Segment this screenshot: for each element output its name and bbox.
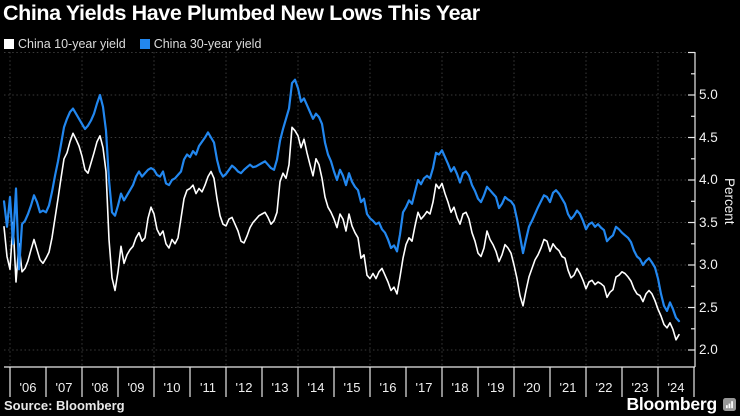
x-tick-label: '20 <box>523 380 541 395</box>
x-tick-label: '19 <box>487 380 505 395</box>
y-tick-label: 3.5 <box>699 214 718 230</box>
x-tick-label: '07 <box>55 380 73 395</box>
x-tick-label: '16 <box>379 380 397 395</box>
y-tick-label: 2.5 <box>699 299 718 315</box>
bloomberg-wordmark: Bloomberg <box>626 394 717 414</box>
x-tick-label: '09 <box>127 380 145 395</box>
x-tick-label: '22 <box>595 380 613 395</box>
legend-swatch-10y-icon <box>4 39 14 49</box>
legend: China 10-year yield China 30-year yield <box>4 37 261 51</box>
x-tick-label: '21 <box>559 380 577 395</box>
bloomberg-brand: Bloomberg <box>626 394 736 415</box>
chart-title: China Yields Have Plumbed New Lows This … <box>3 1 480 25</box>
x-tick-label: '24 <box>667 380 685 395</box>
y-tick-label: 2.0 <box>699 342 718 357</box>
x-tick-label: '17 <box>415 380 433 395</box>
legend-swatch-30y-icon <box>139 39 150 49</box>
x-tick-label: '06 <box>19 380 37 395</box>
x-tick-label: '08 <box>91 380 109 395</box>
y-tick-label: 5.0 <box>699 87 718 102</box>
x-tick-label: '15 <box>343 380 361 395</box>
legend-label-10y: China 10-year yield <box>18 37 126 51</box>
y-tick-label: 3.0 <box>699 257 718 272</box>
legend-item-30y: China 30-year yield <box>139 37 262 51</box>
x-tick-label: '18 <box>451 380 469 395</box>
y-axis-title: Percent <box>722 178 737 225</box>
y-tick-label: 4.5 <box>699 129 718 145</box>
bar-chart-icon <box>723 398 736 411</box>
y-tick-label: 4.0 <box>699 172 718 187</box>
x-tick-label: '11 <box>200 380 216 395</box>
x-tick-label: '10 <box>163 380 181 395</box>
legend-label-30y: China 30-year yield <box>153 37 262 51</box>
legend-item-10y: China 10-year yield <box>4 37 126 51</box>
x-tick-label: '23 <box>631 380 649 395</box>
x-tick-label: '14 <box>307 380 325 395</box>
x-tick-label: '13 <box>271 380 289 395</box>
x-tick-label: '12 <box>235 380 253 395</box>
source-attribution: Source: Bloomberg <box>4 398 125 413</box>
